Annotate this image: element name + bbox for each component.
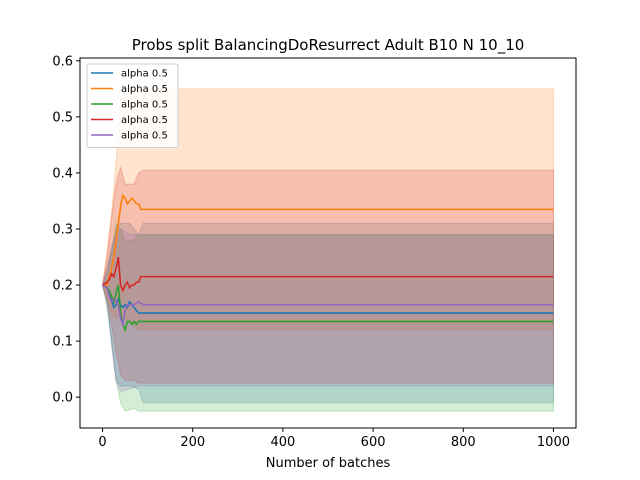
series-lines — [102, 193, 554, 333]
x-axis: 0 200 400 600 800 1000 — [98, 428, 570, 450]
x-axis-label: Number of batches — [266, 456, 391, 471]
legend-label: alpha 0.5 — [121, 100, 168, 111]
x-tick-label: 600 — [361, 435, 386, 450]
y-tick-label: 0.1 — [52, 335, 73, 350]
x-tick-label: 1000 — [537, 435, 570, 450]
band-series-5 — [102, 228, 554, 393]
x-tick-label: 400 — [270, 435, 295, 450]
legend-label: alpha 0.5 — [121, 115, 168, 126]
legend-label: alpha 0.5 — [121, 84, 168, 95]
x-tick-label: 800 — [451, 435, 476, 450]
x-tick-label: 0 — [98, 435, 106, 450]
y-tick-label: 0.0 — [52, 391, 73, 406]
band-series-3 — [102, 222, 554, 412]
plot-frame — [79, 57, 577, 429]
line-series-4 — [102, 256, 554, 293]
legend-label: alpha 0.5 — [121, 69, 168, 80]
legend: alpha 0.5 alpha 0.5 alpha 0.5 alpha 0.5 alph… — [86, 63, 179, 148]
x-tick-label: 200 — [180, 435, 205, 450]
y-axis: 0.0 0.1 0.2 0.3 0.4 0.5 0.6 — [52, 54, 80, 406]
y-tick-label: 0.6 — [52, 54, 73, 69]
line-series-5 — [102, 284, 554, 328]
legend-label: alpha 0.5 — [121, 131, 168, 142]
line-series-2 — [102, 193, 554, 286]
y-tick-label: 0.5 — [52, 110, 73, 125]
legend-box — [86, 63, 179, 148]
chart-title: Probs split BalancingDoResurrect Adult B… — [132, 36, 525, 55]
line-series-3 — [102, 284, 554, 333]
y-tick-label: 0.3 — [52, 222, 73, 237]
y-tick-label: 0.2 — [52, 279, 73, 294]
y-tick-label: 0.4 — [52, 166, 73, 181]
